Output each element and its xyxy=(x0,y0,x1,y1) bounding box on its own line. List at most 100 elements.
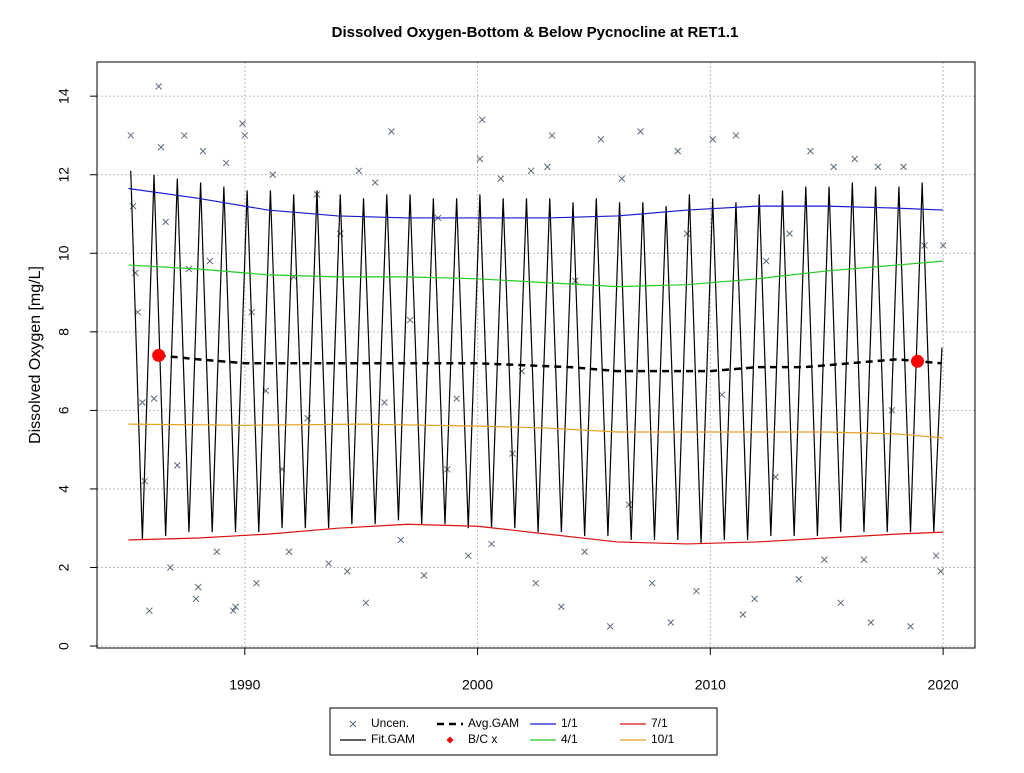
data-point xyxy=(867,619,875,626)
data-point xyxy=(795,575,803,583)
data-point xyxy=(241,132,249,139)
data-point xyxy=(693,587,700,595)
data-point xyxy=(860,556,868,563)
data-point xyxy=(532,579,540,587)
y-tick-label: 0 xyxy=(56,642,72,650)
x-tick-label: 2010 xyxy=(695,677,726,693)
legend-label: 1/1 xyxy=(561,716,578,730)
plot-area xyxy=(127,82,947,630)
data-point xyxy=(343,568,351,575)
y-tick-label: 6 xyxy=(56,406,72,414)
grid xyxy=(97,62,975,648)
data-point xyxy=(683,230,691,237)
legend-label: Uncen. xyxy=(371,716,409,730)
data-point xyxy=(937,568,945,575)
data-point xyxy=(222,159,230,167)
data-point xyxy=(807,147,814,155)
legend-label: B/C x xyxy=(468,732,497,746)
data-point xyxy=(146,607,153,615)
y-tick-label: 4 xyxy=(56,485,72,493)
data-point xyxy=(786,230,793,237)
data-point xyxy=(581,548,589,556)
data-point xyxy=(597,136,605,143)
data-point xyxy=(388,128,395,135)
data-point xyxy=(478,116,486,124)
data-point xyxy=(453,395,460,402)
data-point xyxy=(194,583,202,591)
x-tick-label: 2020 xyxy=(928,677,959,693)
data-point xyxy=(199,147,207,155)
data-point xyxy=(837,599,845,607)
data-point xyxy=(527,167,535,175)
data-point xyxy=(239,120,246,128)
data-point xyxy=(253,579,260,587)
data-point xyxy=(362,599,370,607)
legend-label: 10/1 xyxy=(651,732,675,746)
series-line xyxy=(128,187,944,219)
series-line xyxy=(158,354,941,373)
data-point xyxy=(488,540,495,548)
data-point xyxy=(371,179,379,186)
chart-title: Dissolved Oxygen-Bottom & Below Pycnocli… xyxy=(332,24,739,41)
data-point xyxy=(325,560,332,567)
data-point xyxy=(751,595,758,603)
data-point xyxy=(406,316,414,324)
y-tick-label: 12 xyxy=(56,167,72,183)
legend-box xyxy=(329,707,718,756)
legend-label: 4/1 xyxy=(561,732,578,746)
x-tick-label: 1990 xyxy=(229,677,260,693)
data-point xyxy=(709,136,717,143)
legend-symbol xyxy=(446,736,454,744)
data-point xyxy=(213,548,221,556)
data-point xyxy=(939,242,947,249)
data-point xyxy=(381,399,388,406)
legend-label: Fit.GAM xyxy=(371,732,415,746)
data-point xyxy=(127,132,135,139)
data-point xyxy=(772,473,779,481)
data-point xyxy=(732,132,740,139)
data-point xyxy=(232,603,239,611)
data-point xyxy=(648,579,656,587)
series-line xyxy=(130,170,943,544)
data-point xyxy=(544,163,551,171)
data-point xyxy=(166,564,174,571)
data-point xyxy=(229,607,237,615)
data-point xyxy=(285,548,293,556)
legend-label: 7/1 xyxy=(651,716,668,730)
data-point xyxy=(192,595,200,603)
data-point xyxy=(762,257,770,265)
data-point xyxy=(739,611,747,618)
y-tick-label: 14 xyxy=(56,88,72,104)
data-point xyxy=(336,230,344,237)
series-line xyxy=(128,523,944,545)
data-point xyxy=(497,175,505,183)
data-point xyxy=(157,143,165,151)
data-point xyxy=(173,462,181,469)
y-tick-label: 2 xyxy=(56,563,72,571)
y-tick-label: 8 xyxy=(56,328,72,336)
y-axis-label: Dissolved Oxygen [mg/L] xyxy=(27,266,44,444)
y-tick-label: 10 xyxy=(56,245,72,261)
data-point xyxy=(606,623,614,630)
series-line xyxy=(128,423,944,439)
data-point xyxy=(830,163,838,171)
data-point xyxy=(139,399,146,406)
data-point xyxy=(476,155,484,163)
data-point xyxy=(290,273,298,281)
data-point xyxy=(548,132,556,139)
data-point xyxy=(162,218,170,226)
data-point xyxy=(420,571,428,579)
data-point xyxy=(618,175,626,183)
data-point xyxy=(851,155,859,163)
series-line xyxy=(128,260,944,288)
data-point xyxy=(900,163,907,171)
bc-point xyxy=(152,348,166,362)
data-point xyxy=(558,603,565,611)
data-point xyxy=(874,163,882,171)
bc-point xyxy=(911,354,925,368)
data-point xyxy=(155,82,163,90)
plot-frame xyxy=(96,61,976,649)
x-tick-label: 2000 xyxy=(462,677,493,693)
data-point xyxy=(150,395,158,402)
